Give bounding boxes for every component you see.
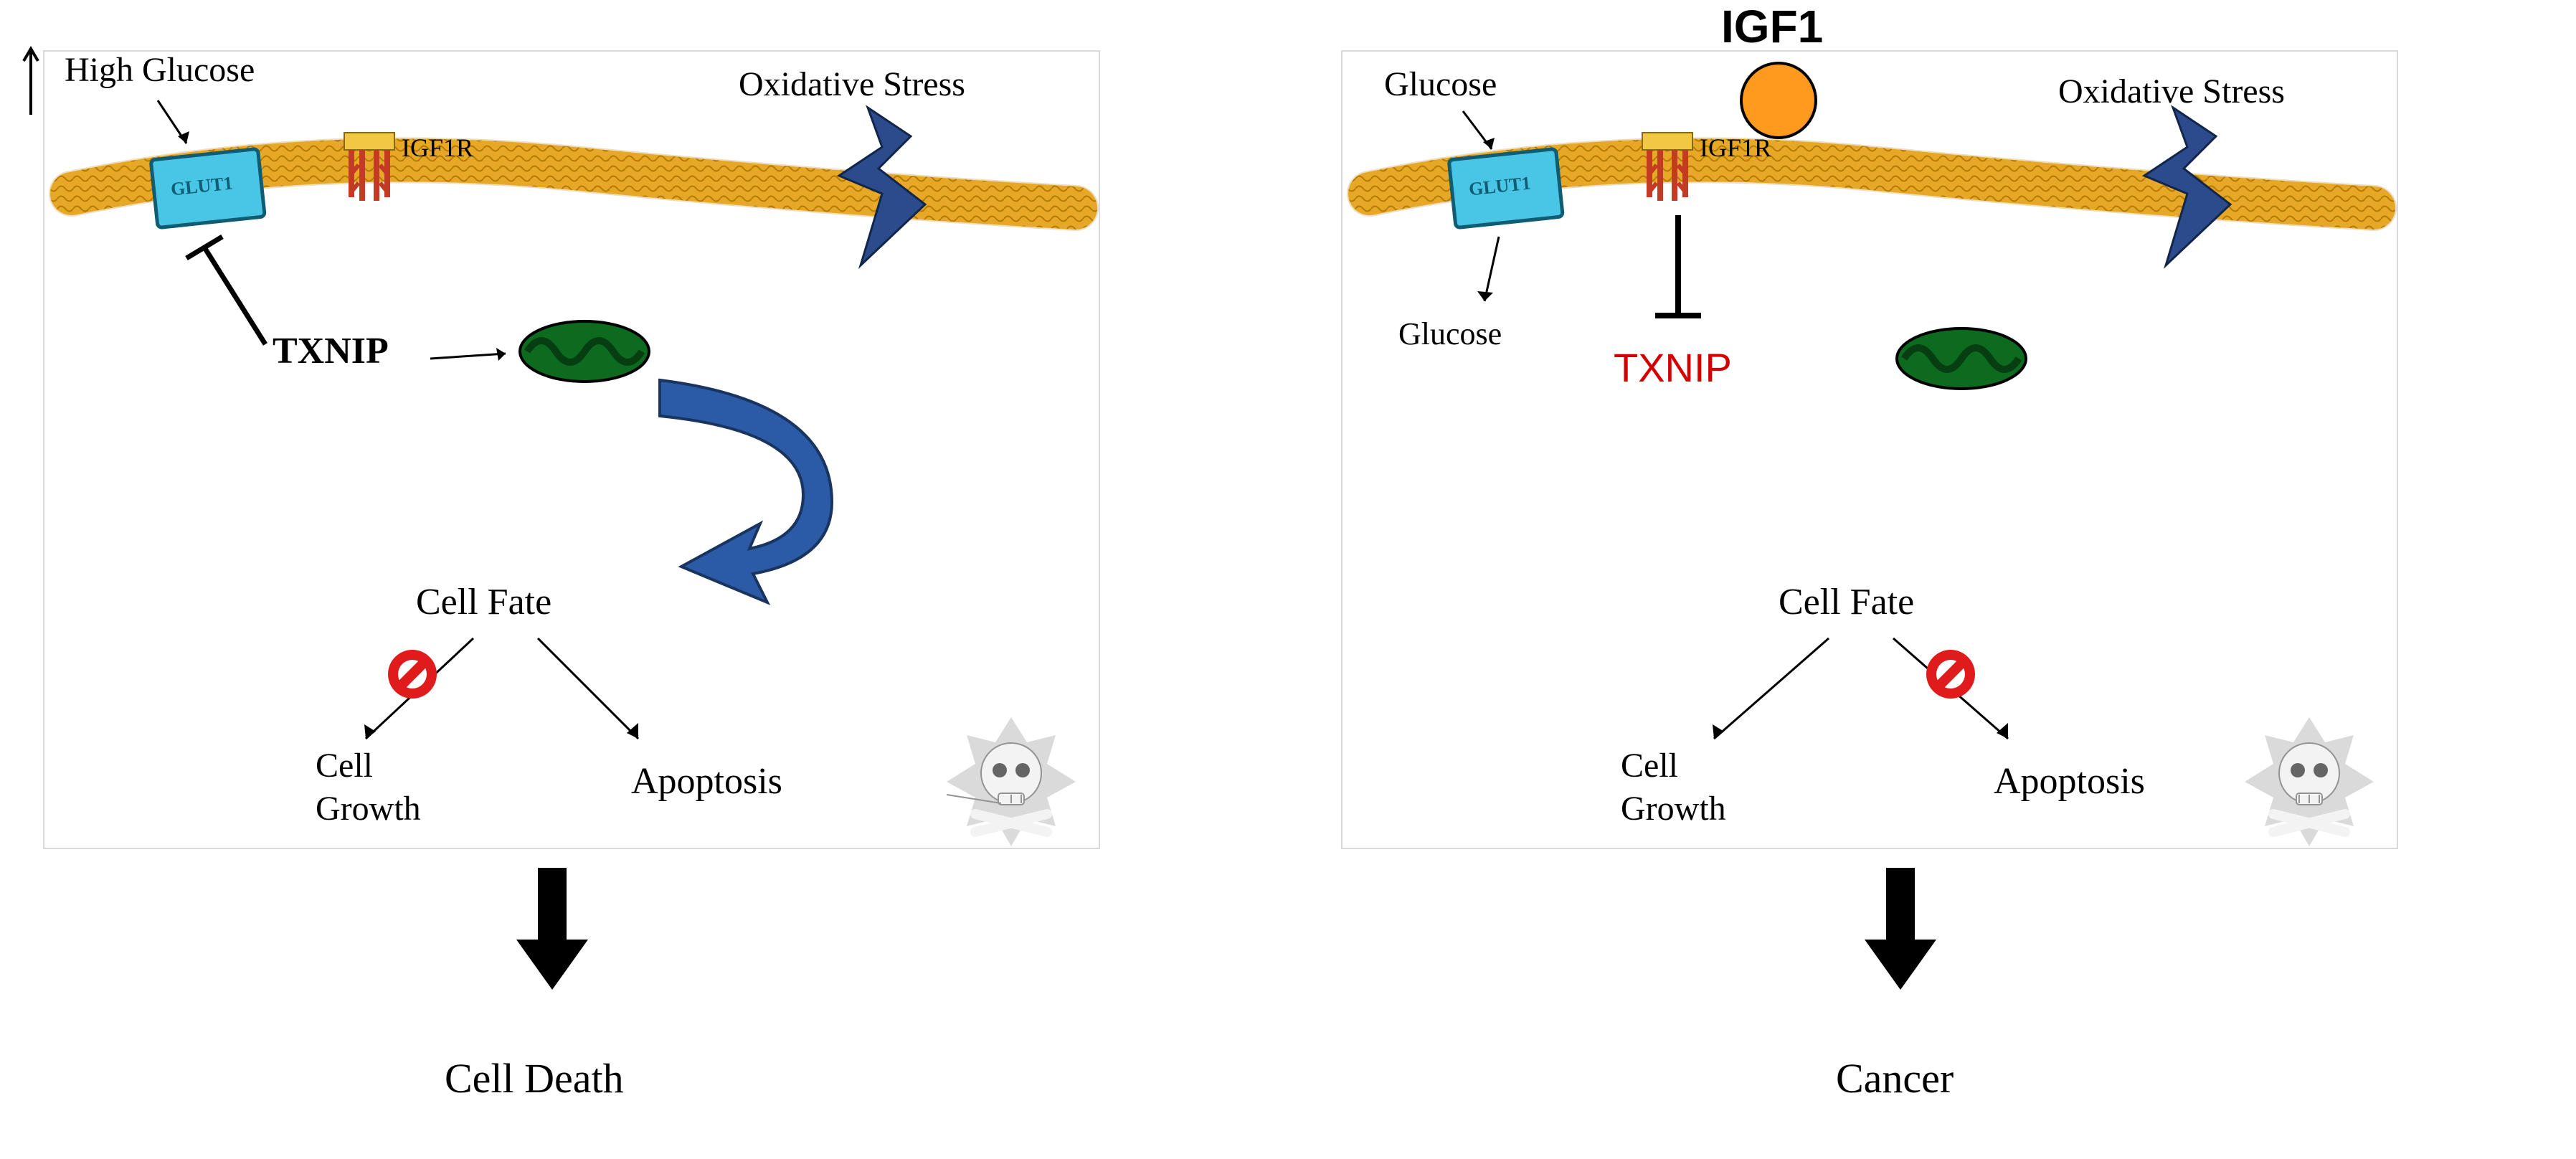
cell-growth-label-left-2: Growth [316, 789, 421, 828]
prohibit-icon-left [384, 645, 441, 703]
skull-icon-left [947, 717, 1076, 839]
igf1r-receptor-left [337, 133, 402, 212]
glucose-bottom-label: Glucose [1398, 316, 1502, 352]
igf1-label: IGF1 [1721, 0, 1823, 53]
apoptosis-label-right: Apoptosis [1994, 760, 2145, 803]
high-glucose-label: High Glucose [65, 50, 255, 90]
skull-icon-right [2245, 717, 2374, 839]
oxidative-stress-label-right: Oxidative Stress [2058, 72, 2285, 111]
cell-growth-label-left-1: Cell [316, 746, 373, 785]
igf1r-receptor-right [1635, 133, 1700, 212]
outcome-label-right: Cancer [1836, 1054, 1954, 1102]
oxidative-stress-label-left: Oxidative Stress [739, 65, 965, 104]
outcome-arrow-left [516, 868, 588, 990]
arrow-txnip-mito-left [430, 341, 524, 377]
fate-arrows-right [1671, 631, 2073, 760]
big-curved-arrow-left [617, 359, 875, 610]
outcome-arrow-right [1865, 868, 1936, 990]
apoptosis-label-left: Apoptosis [631, 760, 782, 803]
up-arrow-icon [20, 43, 42, 122]
igf1-ligand-icon [1736, 57, 1822, 143]
mitochondrion-icon-right [1893, 323, 2030, 394]
txnip-label-left: TXNIP [273, 330, 389, 372]
fate-arrows-left [323, 631, 717, 760]
bolt-icon-left [818, 108, 932, 265]
txnip-label-right: TXNIP [1614, 344, 1732, 391]
outcome-label-left: Cell Death [445, 1054, 624, 1102]
inhibit-igf1r-txnip [1649, 215, 1707, 337]
bolt-icon-right [2123, 108, 2238, 265]
cell-growth-label-right-2: Growth [1621, 789, 1726, 828]
cell-fate-label-left: Cell Fate [416, 581, 551, 623]
igf1r-label-left: IGF1R [402, 133, 473, 163]
prohibit-icon-right [1922, 645, 1979, 703]
glucose-top-label: Glucose [1384, 65, 1497, 104]
igf1r-label-right: IGF1R [1700, 133, 1771, 163]
arrow-glut-to-glucose [1470, 237, 1528, 316]
cell-growth-label-right-1: Cell [1621, 746, 1678, 785]
cell-fate-label-right: Cell Fate [1779, 581, 1914, 623]
diagram-stage: High Glucose Oxidative Stress GLUT1 IGF1… [0, 0, 2576, 1159]
